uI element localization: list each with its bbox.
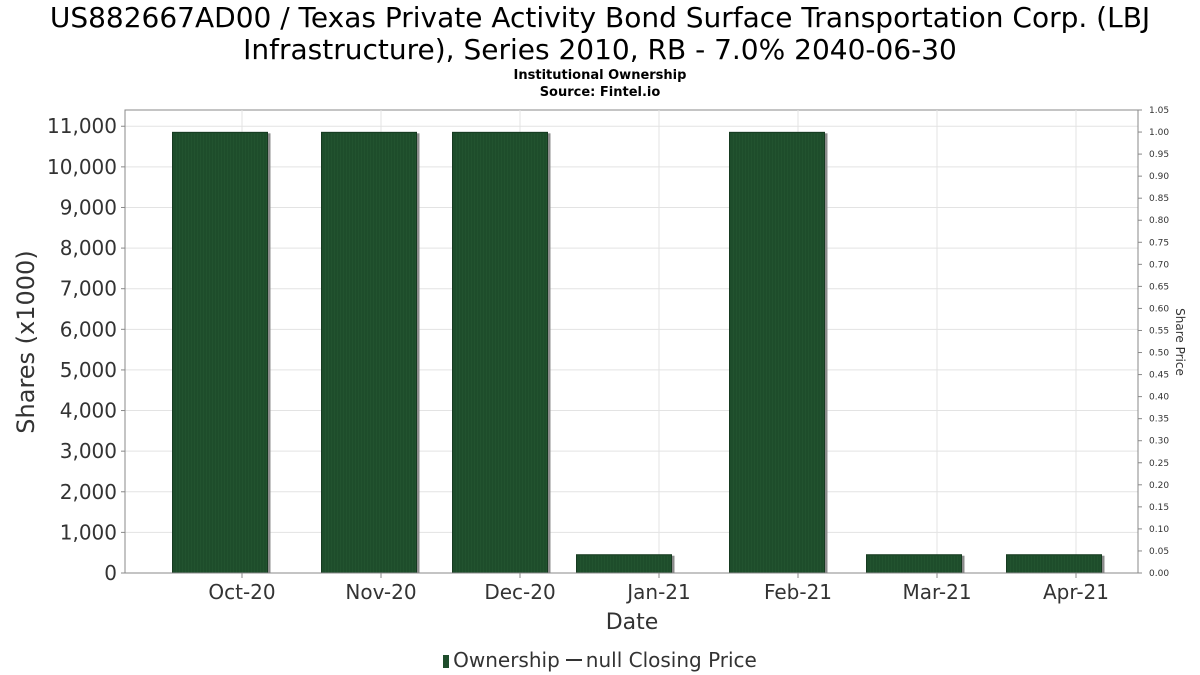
legend-price: null Closing Price (585, 648, 757, 672)
ownership-bar (321, 131, 417, 574)
y-tick-label: 8,000 (60, 236, 117, 260)
x-tick-label: Mar-21 (902, 580, 971, 604)
y-tick-label: 0 (104, 561, 117, 585)
y2-tick-label: 0.05 (1149, 547, 1169, 557)
y-tick-label: 11,000 (47, 114, 117, 138)
y2-tick-label: 0.45 (1149, 371, 1169, 381)
chart-title: US882667AD00 / Texas Private Activity Bo… (0, 2, 1200, 66)
y2-tick-label: 0.85 (1149, 194, 1169, 204)
legend: Ownership null Closing Price (0, 648, 1200, 672)
y2-tick-label: 0.40 (1149, 393, 1169, 403)
chart-subtitle: Institutional Ownership (513, 68, 687, 83)
x-tick-label: Feb-21 (764, 580, 832, 604)
y2-tick-label: 0.20 (1149, 481, 1169, 491)
ownership-bar (729, 131, 825, 574)
ownership-bar (576, 554, 672, 574)
x-tick-label: Oct-20 (208, 580, 275, 604)
y2-tick-label: 0.30 (1149, 437, 1169, 447)
y2-tick-label: 1.05 (1149, 106, 1169, 116)
ownership-bar (172, 131, 268, 574)
grid (124, 109, 1139, 574)
y2-tick-label: 0.75 (1149, 238, 1169, 248)
y-tick-label: 10,000 (47, 155, 117, 179)
y2-tick-label: 0.55 (1149, 326, 1169, 336)
y2-axis-label: Share Price (1173, 308, 1187, 376)
y2-tick-label: 0.90 (1149, 172, 1169, 182)
bars (172, 131, 1105, 574)
x-axis-label: Date (606, 610, 659, 635)
chart-title-line2: Infrastructure), Series 2010, RB - 7.0% … (243, 33, 957, 66)
x-tick-label: Jan-21 (625, 580, 691, 604)
y2-tick-label: 0.00 (1149, 569, 1169, 579)
y-tick-label: 2,000 (60, 480, 117, 504)
chart-source: Source: Fintel.io (539, 85, 661, 100)
y2-tick-label: 0.15 (1149, 503, 1169, 513)
x-tick-label: Nov-20 (345, 580, 416, 604)
y2-tick-label: 0.10 (1149, 525, 1169, 535)
y-tick-label: 5,000 (60, 358, 117, 382)
y2-tick-label: 0.65 (1149, 282, 1169, 292)
ownership-bar (1006, 554, 1102, 574)
ownership-swatch-icon (443, 655, 450, 668)
y-tick-label: 7,000 (60, 277, 117, 301)
ownership-bar (866, 554, 962, 574)
plot-frame (124, 109, 1139, 574)
price-line-icon (565, 659, 582, 661)
y2-tick-label: 0.50 (1149, 349, 1169, 359)
axes: 0 1,000 2,000 3,000 4,000 5,000 6,000 7,000 8,00… (47, 106, 1169, 604)
legend-ownership: Ownership (453, 648, 560, 672)
y-axis-label: Shares (x1000) (12, 250, 40, 433)
x-tick-label: Dec-20 (484, 580, 555, 604)
y2-tick-label: 0.80 (1149, 216, 1169, 226)
y-tick-label: 1,000 (60, 520, 117, 544)
y-tick-label: 3,000 (60, 439, 117, 463)
y2-tick-label: 0.60 (1149, 304, 1169, 314)
y2-tick-label: 1.00 (1149, 128, 1169, 138)
y2-tick-label: 0.35 (1149, 415, 1169, 425)
y2-tick-label: 0.70 (1149, 260, 1169, 270)
y2-tick-label: 0.25 (1149, 459, 1169, 469)
x-tick-label: Apr-21 (1043, 580, 1109, 604)
y-tick-label: 6,000 (60, 317, 117, 341)
y-tick-label: 9,000 (60, 195, 117, 219)
y2-tick-label: 0.95 (1149, 150, 1169, 160)
ownership-bar (452, 131, 548, 574)
chart-title-line1: US882667AD00 / Texas Private Activity Bo… (49, 1, 1151, 34)
y-tick-label: 4,000 (60, 399, 117, 423)
